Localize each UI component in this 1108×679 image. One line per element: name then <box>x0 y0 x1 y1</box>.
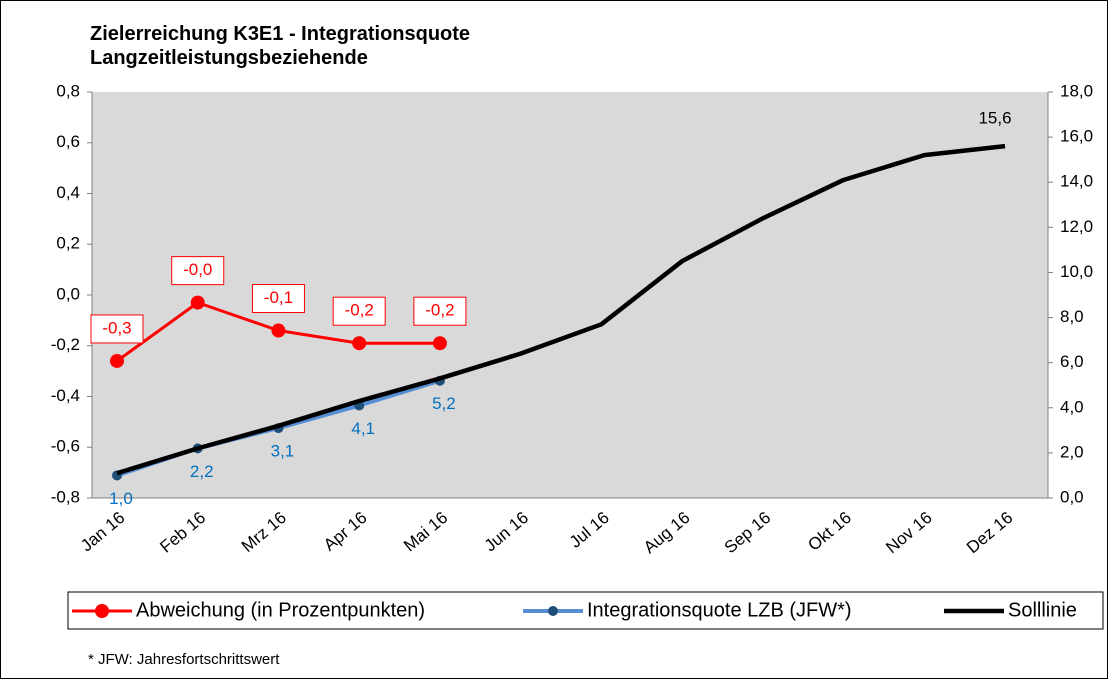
plot-area <box>92 92 1048 498</box>
data-label-box <box>332 296 386 326</box>
marker <box>352 336 367 351</box>
y-tick-label: 0,8 <box>56 81 80 100</box>
data-label: 5,2 <box>432 394 456 413</box>
series-line <box>116 143 1006 476</box>
y-tick-label: 0,2 <box>56 234 80 253</box>
data-label-box <box>413 296 467 326</box>
y-tick-label: 0,6 <box>56 132 80 151</box>
legend-marker <box>548 606 558 616</box>
chart-title: Zielerreichung K3E1 - Integrationsquote … <box>90 23 471 69</box>
y2-tick-label: 4,0 <box>1060 397 1084 416</box>
legend-label: Integrationsquote LZB (JFW*) <box>587 599 852 621</box>
y2-tick-label: 2,0 <box>1060 442 1084 461</box>
y2-tick-label: 14,0 <box>1060 172 1093 191</box>
y-tick-label: -0,6 <box>51 437 80 456</box>
data-label: -0,1 <box>264 288 293 307</box>
y2-tick-label: 0,0 <box>1060 487 1084 506</box>
data-label-box <box>90 314 144 344</box>
legend-label: Solllinie <box>1008 599 1077 621</box>
data-label: -0,3 <box>102 318 131 337</box>
y2-tick-label: 8,0 <box>1060 307 1084 326</box>
y2-tick-label: 6,0 <box>1060 352 1084 371</box>
data-label: -0,0 <box>183 260 212 279</box>
legend <box>67 591 1104 630</box>
legend-label: Abweichung (in Prozentpunkten) <box>136 599 425 621</box>
data-label: 3,1 <box>271 442 295 461</box>
legend-marker <box>95 604 109 618</box>
y-tick-label: -0,2 <box>51 335 80 354</box>
marker <box>271 323 286 338</box>
y2-tick-label: 18,0 <box>1060 81 1093 100</box>
data-label: 2,2 <box>190 462 214 481</box>
data-label: -0,2 <box>425 301 454 320</box>
marker <box>190 295 205 310</box>
y-tick-label: -0,8 <box>51 487 80 506</box>
data-label: -0,2 <box>345 301 374 320</box>
marker <box>110 353 124 368</box>
data-label-box <box>251 284 305 314</box>
data-label-box <box>171 256 225 286</box>
y-tick-label: -0,4 <box>51 386 80 405</box>
data-label: 4,1 <box>351 419 375 438</box>
marker <box>432 336 447 351</box>
footnote: * JFW: Jahresfortschrittswert <box>88 651 280 668</box>
y2-tick-label: 16,0 <box>1060 127 1093 146</box>
y-tick-label: 0,0 <box>56 284 80 303</box>
y2-tick-label: 12,0 <box>1060 217 1093 236</box>
y2-tick-label: 10,0 <box>1060 262 1093 281</box>
data-label: 1,0 <box>109 489 133 508</box>
y-tick-label: 0,4 <box>56 183 80 202</box>
data-label: 15,6 <box>978 109 1011 128</box>
